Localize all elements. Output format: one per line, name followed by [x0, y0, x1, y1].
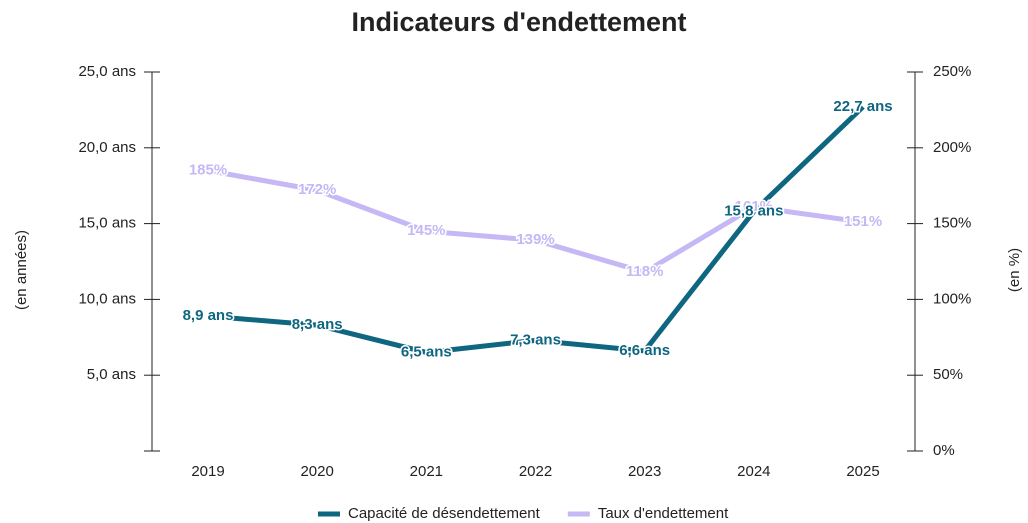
data-label: 139% — [516, 231, 554, 248]
data-label: 8,9 ans — [183, 307, 234, 324]
y-tick-label: 25,0 ans — [78, 63, 136, 80]
data-label: 7,3 ans — [510, 331, 561, 348]
x-tick-label: 2023 — [628, 463, 661, 480]
x-tick-label: 2019 — [191, 463, 224, 480]
data-label: 185% — [189, 162, 227, 179]
y2-tick-label: 150% — [933, 215, 971, 232]
series-line — [207, 168, 864, 275]
y-tick-label: 15,0 ans — [78, 215, 136, 232]
y-tick-label: 10,0 ans — [78, 290, 136, 307]
x-tick-label: 2022 — [519, 463, 552, 480]
data-label: 22,7 ans — [833, 98, 892, 115]
y-axis-title: (en années) — [13, 230, 30, 310]
x-tick-label: 2021 — [410, 463, 443, 480]
data-label: 8,3 ans — [292, 316, 343, 333]
y2-tick-label: 0% — [933, 442, 955, 459]
y2-tick-label: 200% — [933, 139, 971, 156]
data-label: 15,8 ans — [724, 202, 783, 219]
legend-label: Taux d'endettement — [598, 505, 729, 522]
x-tick-label: 2024 — [737, 463, 770, 480]
y-tick-label: 5,0 ans — [87, 366, 136, 383]
data-label: 6,6 ans — [619, 342, 670, 359]
chart-title: Indicateurs d'endettement — [352, 7, 687, 37]
x-tick-label: 2025 — [846, 463, 879, 480]
y2-tick-label: 100% — [933, 290, 971, 307]
legend-label: Capacité de désendettement — [348, 505, 541, 522]
y2-tick-label: 50% — [933, 366, 963, 383]
data-label: 118% — [626, 263, 664, 280]
data-label: 151% — [844, 213, 882, 230]
data-label: 145% — [407, 222, 445, 239]
data-label: 161% — [735, 198, 773, 215]
x-tick-label: 2020 — [300, 463, 333, 480]
y-tick-label: 20,0 ans — [78, 139, 136, 156]
y2-axis-title: (en %) — [1006, 248, 1023, 292]
y2-tick-label: 250% — [933, 63, 971, 80]
series-line — [207, 105, 865, 355]
data-label: 6,5 ans — [401, 343, 452, 360]
data-label: 172% — [298, 181, 336, 198]
